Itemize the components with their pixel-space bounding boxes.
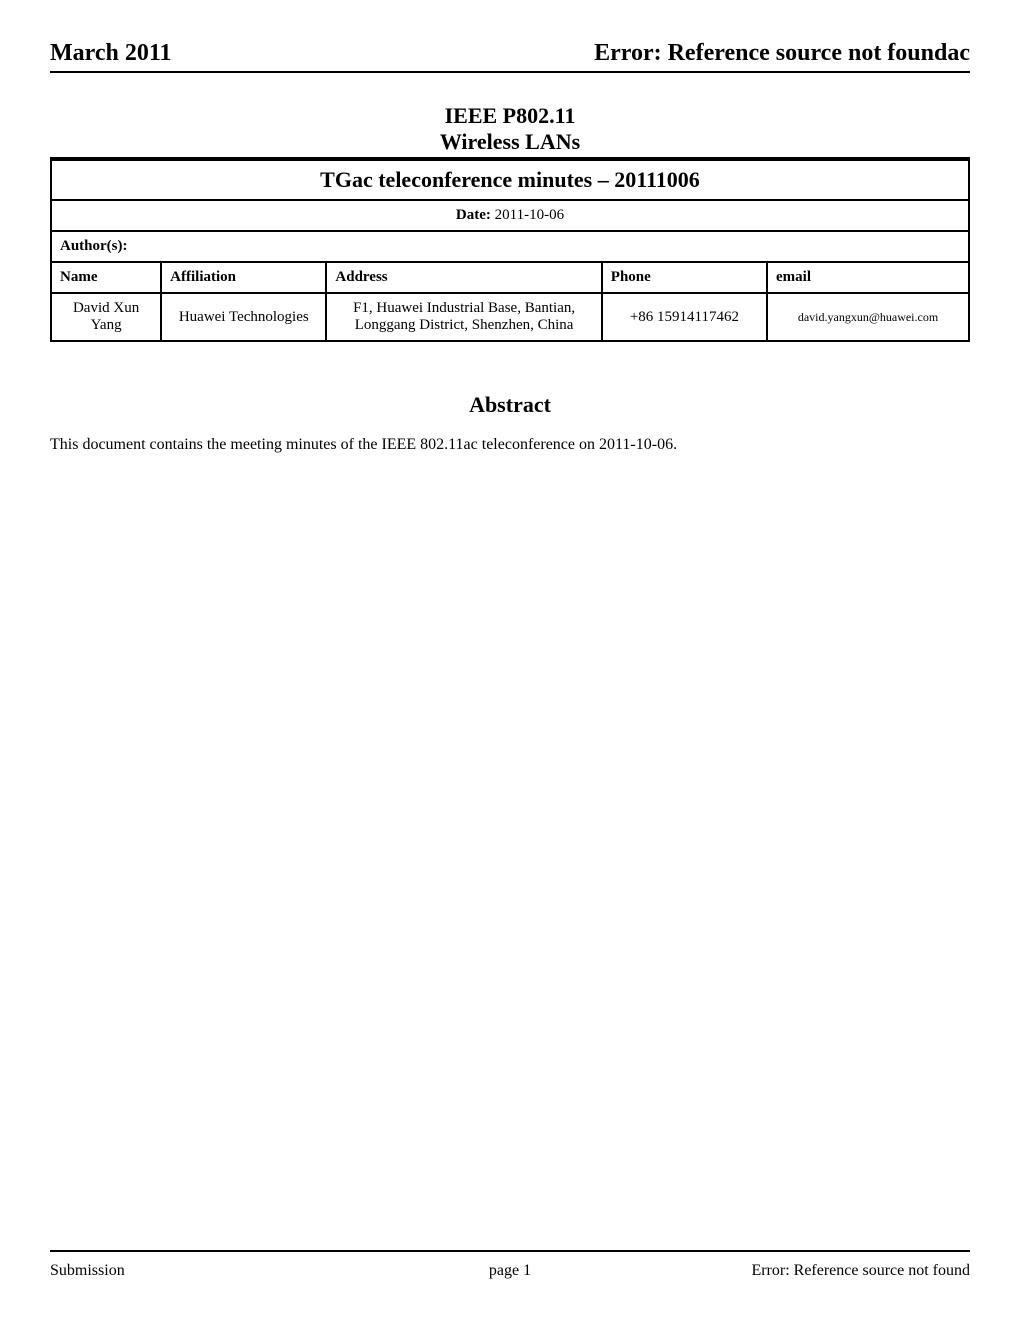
col-phone: Phone [602, 262, 767, 293]
date-label: Date: [456, 207, 491, 223]
authors-table: TGac teleconference minutes – 20111006 D… [50, 159, 970, 342]
header-error: Error: Reference source not foundac [594, 40, 970, 67]
authors-label: Author(s): [51, 231, 969, 262]
table-authors-label-row: Author(s): [51, 231, 969, 262]
col-affiliation: Affiliation [161, 262, 326, 293]
author-address: F1, Huawei Industrial Base, Bantian, Lon… [326, 293, 601, 341]
abstract-heading: Abstract [50, 392, 970, 418]
author-email: david.yangxun@huawei.com [767, 293, 969, 341]
author-name: David Xun Yang [51, 293, 161, 341]
header-date: March 2011 [50, 40, 172, 67]
author-phone: +86 15914117462 [602, 293, 767, 341]
document-title-block: IEEE P802.11 Wireless LANs [50, 103, 970, 159]
col-email: email [767, 262, 969, 293]
footer-page-number: page 1 [357, 1262, 664, 1280]
table-date-cell: Date: 2011-10-06 [51, 200, 969, 231]
doc-title-subject: Wireless LANs [50, 129, 970, 159]
col-name: Name [51, 262, 161, 293]
footer-submission: Submission [50, 1262, 357, 1280]
abstract-text: This document contains the meeting minut… [50, 436, 970, 454]
table-column-headers-row: Name Affiliation Address Phone email [51, 262, 969, 293]
table-title-row: TGac teleconference minutes – 20111006 [51, 160, 969, 200]
table-title: TGac teleconference minutes – 20111006 [51, 160, 969, 200]
table-date-row: Date: 2011-10-06 [51, 200, 969, 231]
footer-error: Error: Reference source not found [663, 1262, 970, 1280]
doc-title-standard: IEEE P802.11 [50, 103, 970, 129]
page-footer: Submission page 1 Error: Reference sourc… [50, 1250, 970, 1280]
page-header: March 2011 Error: Reference source not f… [50, 40, 970, 73]
col-address: Address [326, 262, 601, 293]
table-author-row: David Xun Yang Huawei Technologies F1, H… [51, 293, 969, 341]
date-value: 2011-10-06 [491, 207, 564, 223]
author-affiliation: Huawei Technologies [161, 293, 326, 341]
